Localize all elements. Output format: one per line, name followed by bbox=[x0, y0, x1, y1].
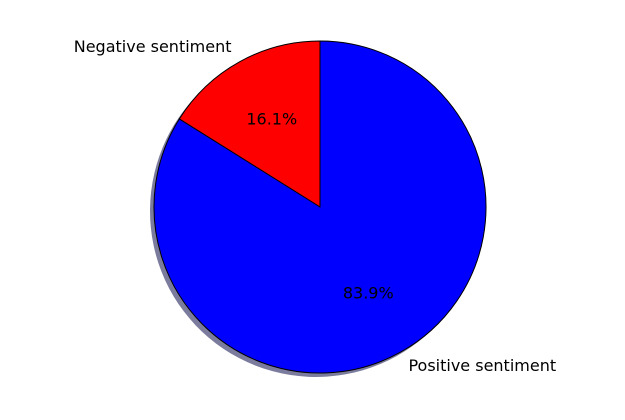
pie-label-positive-sentiment: Positive sentiment bbox=[408, 356, 556, 375]
pie-percent-negative-sentiment: 16.1% bbox=[246, 109, 297, 128]
pie-label-layer: Negative sentiment 16.1% Positive sentimen… bbox=[74, 37, 556, 375]
pie-slice-negative-sentiment bbox=[178, 40, 321, 208]
pie-slice-layer bbox=[153, 40, 487, 374]
pie-slice-positive-sentiment bbox=[153, 40, 487, 374]
pie-percent-positive-sentiment: 83.9% bbox=[343, 284, 394, 303]
pie-label-negative-sentiment: Negative sentiment bbox=[74, 37, 232, 56]
